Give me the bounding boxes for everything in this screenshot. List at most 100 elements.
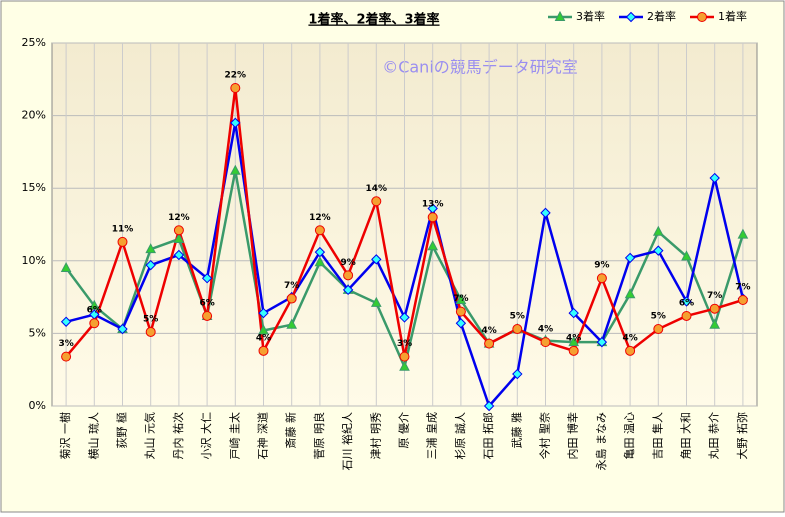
point [89,318,100,329]
x-tick-label: 津村 明秀 [368,412,382,460]
point [596,336,608,348]
value-label: 13% [422,200,444,210]
point [681,296,692,307]
point [483,400,495,412]
point [286,293,297,304]
point [117,323,128,335]
value-label: 4% [622,333,637,343]
x-tick-label: 大野 拓弥 [735,412,749,460]
point [540,337,551,348]
point [60,316,72,327]
value-label: 12% [309,213,331,223]
value-label: 9% [340,258,355,268]
point [653,324,664,335]
x-tick-label: 武藤 雅 [509,412,523,449]
point [230,83,241,94]
point [709,318,721,329]
value-label: 11% [112,224,134,234]
point [88,299,100,310]
point [173,232,185,244]
point [229,164,241,175]
value-label: 7% [707,291,722,301]
point [709,303,720,314]
point [652,225,664,236]
point [427,212,438,223]
point [697,12,707,22]
legend-label: 2着率 [647,9,676,23]
point [624,252,636,264]
value-label: 4% [566,333,581,343]
value-label: 3% [397,339,412,349]
value-label: 4% [538,325,553,335]
value-label: 22% [225,71,247,81]
value-label: 7% [735,283,750,293]
point [484,338,495,349]
x-tick-label: 角田 大和 [679,412,693,460]
y-tick-label: 5% [29,326,46,339]
x-tick-label: 杉原 誠人 [453,412,467,460]
point [455,318,467,329]
value-label: 4% [256,333,271,343]
point [596,273,607,284]
x-tick-label: 斎藤 新 [284,412,298,449]
point [258,324,269,335]
point [625,11,637,23]
point [681,310,692,321]
point [554,10,566,21]
point [681,250,692,261]
x-tick-label: 永島 まなみ [594,412,608,471]
point [371,196,382,207]
value-label: 5% [510,312,525,322]
value-label: 7% [453,294,468,304]
point [173,249,185,261]
x-tick-label: 丹内 祐次 [171,412,185,460]
point [314,225,325,236]
x-tick-label: 内田 博幸 [566,412,580,460]
x-tick-label: 菊沢 一樹 [58,412,72,460]
value-label: 6% [679,298,694,308]
value-label: 7% [284,281,299,291]
y-tick-label: 15% [22,181,46,194]
point [625,345,636,356]
point [117,236,128,247]
point [258,345,269,356]
x-tick-label: 丸田 恭介 [708,412,721,460]
point [60,261,72,273]
legend-label: 3着率 [576,9,605,23]
x-tick-label: 荻野 極 [115,412,129,449]
point [624,288,636,299]
x-tick-label: 石田 拓郎 [481,412,495,460]
point [258,307,269,319]
point [145,259,156,271]
value-label: 12% [168,213,190,223]
value-label: 5% [143,314,158,324]
x-tick-label: 吉田 隼人 [650,412,664,460]
point [145,243,157,254]
value-label: 4% [481,326,496,336]
point [342,284,354,296]
x-tick-label: 小沢 大仁 [199,412,213,460]
x-tick-label: 原 優介 [398,412,411,449]
point [399,351,410,362]
y-tick-label: 20% [22,109,46,122]
point [399,312,410,323]
x-tick-label: 石川 裕紀人 [341,412,354,471]
point [653,245,664,256]
point [512,368,523,380]
point [737,295,748,306]
point [370,296,382,307]
point [568,307,579,319]
value-label: 9% [594,261,609,271]
x-tick-label: 三浦 皇成 [425,412,439,460]
watermark: ©Caniの競馬データ研究室 [382,58,578,77]
x-tick-label: 石神 深道 [256,412,270,460]
point [455,306,466,317]
point [61,351,72,362]
value-label: 6% [87,306,102,316]
value-label: 14% [366,184,388,194]
point [314,246,326,258]
x-tick-label: 今村 聖奈 [538,412,552,460]
point [201,273,213,284]
point [399,360,410,371]
